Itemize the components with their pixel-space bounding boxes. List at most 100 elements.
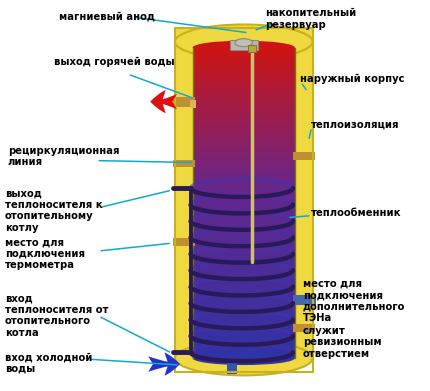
FancyBboxPatch shape bbox=[193, 168, 295, 172]
Text: выход
теплоносителя к
отопительному
котлу: выход теплоносителя к отопительному котл… bbox=[5, 188, 102, 233]
FancyBboxPatch shape bbox=[293, 295, 316, 305]
FancyBboxPatch shape bbox=[227, 360, 237, 374]
FancyBboxPatch shape bbox=[193, 280, 295, 284]
FancyBboxPatch shape bbox=[193, 102, 295, 106]
Text: накопительный
резервуар: накопительный резервуар bbox=[265, 8, 356, 30]
FancyBboxPatch shape bbox=[193, 308, 295, 312]
FancyBboxPatch shape bbox=[193, 145, 295, 149]
FancyBboxPatch shape bbox=[193, 56, 295, 59]
FancyBboxPatch shape bbox=[193, 75, 295, 79]
FancyBboxPatch shape bbox=[193, 265, 295, 269]
FancyBboxPatch shape bbox=[193, 63, 295, 67]
FancyBboxPatch shape bbox=[193, 211, 295, 215]
FancyBboxPatch shape bbox=[193, 319, 295, 323]
Ellipse shape bbox=[235, 39, 252, 47]
FancyBboxPatch shape bbox=[193, 52, 295, 56]
FancyBboxPatch shape bbox=[193, 179, 295, 183]
Ellipse shape bbox=[175, 341, 313, 375]
FancyBboxPatch shape bbox=[193, 203, 295, 207]
FancyBboxPatch shape bbox=[193, 215, 295, 219]
FancyBboxPatch shape bbox=[173, 97, 195, 107]
FancyBboxPatch shape bbox=[193, 48, 295, 52]
FancyBboxPatch shape bbox=[193, 339, 295, 343]
FancyBboxPatch shape bbox=[193, 219, 295, 222]
FancyBboxPatch shape bbox=[193, 79, 295, 83]
FancyBboxPatch shape bbox=[193, 110, 295, 113]
FancyBboxPatch shape bbox=[173, 238, 195, 246]
FancyBboxPatch shape bbox=[193, 230, 295, 234]
FancyBboxPatch shape bbox=[193, 94, 295, 98]
FancyBboxPatch shape bbox=[193, 152, 295, 156]
FancyBboxPatch shape bbox=[193, 249, 295, 253]
FancyBboxPatch shape bbox=[175, 28, 313, 358]
Text: вход
теплоносителя от
отопительного
котла: вход теплоносителя от отопительного котл… bbox=[5, 293, 108, 338]
FancyBboxPatch shape bbox=[193, 335, 295, 339]
FancyBboxPatch shape bbox=[193, 187, 295, 191]
FancyBboxPatch shape bbox=[193, 98, 295, 102]
FancyBboxPatch shape bbox=[193, 137, 295, 141]
FancyBboxPatch shape bbox=[173, 160, 195, 167]
FancyBboxPatch shape bbox=[293, 324, 314, 332]
FancyBboxPatch shape bbox=[193, 331, 295, 335]
FancyBboxPatch shape bbox=[193, 246, 295, 249]
FancyBboxPatch shape bbox=[193, 323, 295, 327]
FancyBboxPatch shape bbox=[193, 156, 295, 160]
FancyBboxPatch shape bbox=[193, 350, 295, 354]
Text: место для
подключения
дополнительного
ТЭНа: место для подключения дополнительного ТЭ… bbox=[303, 278, 405, 323]
FancyBboxPatch shape bbox=[193, 261, 295, 265]
FancyBboxPatch shape bbox=[193, 346, 295, 350]
FancyBboxPatch shape bbox=[193, 172, 295, 176]
FancyBboxPatch shape bbox=[193, 292, 295, 296]
Text: выход горячей воды: выход горячей воды bbox=[54, 57, 175, 68]
FancyBboxPatch shape bbox=[193, 183, 295, 187]
FancyBboxPatch shape bbox=[193, 106, 295, 110]
FancyBboxPatch shape bbox=[193, 242, 295, 246]
FancyBboxPatch shape bbox=[193, 300, 295, 304]
Text: наружный корпус: наружный корпус bbox=[300, 74, 404, 84]
FancyBboxPatch shape bbox=[193, 195, 295, 199]
FancyBboxPatch shape bbox=[193, 113, 295, 117]
FancyBboxPatch shape bbox=[193, 222, 295, 226]
Ellipse shape bbox=[175, 25, 313, 59]
FancyBboxPatch shape bbox=[193, 191, 295, 195]
FancyBboxPatch shape bbox=[193, 149, 295, 152]
FancyBboxPatch shape bbox=[193, 273, 295, 277]
FancyBboxPatch shape bbox=[193, 257, 295, 261]
FancyBboxPatch shape bbox=[193, 141, 295, 145]
FancyBboxPatch shape bbox=[193, 207, 295, 211]
FancyBboxPatch shape bbox=[193, 71, 295, 75]
FancyBboxPatch shape bbox=[193, 312, 295, 316]
FancyBboxPatch shape bbox=[293, 152, 314, 160]
FancyBboxPatch shape bbox=[193, 176, 295, 179]
FancyBboxPatch shape bbox=[193, 160, 295, 164]
FancyBboxPatch shape bbox=[193, 121, 295, 125]
FancyBboxPatch shape bbox=[193, 269, 295, 273]
FancyBboxPatch shape bbox=[190, 100, 196, 108]
FancyBboxPatch shape bbox=[193, 226, 295, 230]
FancyBboxPatch shape bbox=[193, 304, 295, 308]
FancyBboxPatch shape bbox=[248, 45, 255, 52]
FancyBboxPatch shape bbox=[193, 117, 295, 121]
Text: магниевый анод: магниевый анод bbox=[59, 11, 155, 21]
Text: место для
подключения
термометра: место для подключения термометра bbox=[5, 237, 85, 271]
FancyBboxPatch shape bbox=[193, 86, 295, 90]
Text: рециркуляционная
линия: рециркуляционная линия bbox=[8, 146, 120, 167]
Ellipse shape bbox=[193, 41, 295, 54]
FancyBboxPatch shape bbox=[193, 67, 295, 71]
FancyBboxPatch shape bbox=[193, 327, 295, 331]
FancyBboxPatch shape bbox=[193, 164, 295, 168]
FancyBboxPatch shape bbox=[193, 343, 295, 346]
FancyBboxPatch shape bbox=[193, 133, 295, 137]
FancyBboxPatch shape bbox=[193, 354, 295, 358]
FancyBboxPatch shape bbox=[193, 90, 295, 94]
FancyBboxPatch shape bbox=[193, 316, 295, 319]
FancyBboxPatch shape bbox=[193, 234, 295, 238]
Text: вход холодной
воды: вход холодной воды bbox=[5, 352, 92, 374]
FancyBboxPatch shape bbox=[193, 83, 295, 86]
FancyBboxPatch shape bbox=[230, 40, 258, 50]
Text: теплоизоляция: теплоизоляция bbox=[310, 119, 399, 129]
Text: теплообменник: теплообменник bbox=[310, 208, 401, 218]
FancyBboxPatch shape bbox=[193, 277, 295, 280]
FancyBboxPatch shape bbox=[193, 253, 295, 257]
FancyBboxPatch shape bbox=[193, 125, 295, 129]
